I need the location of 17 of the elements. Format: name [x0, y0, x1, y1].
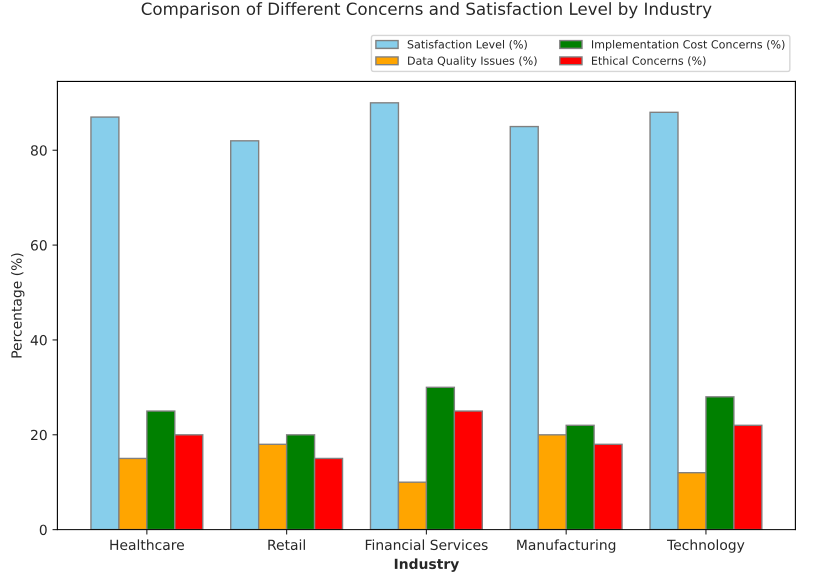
chart-title: Comparison of Different Concerns and Satisfaction Level by Industry — [142, 2, 712, 18]
x-tick-label: Retail — [268, 539, 305, 550]
legend-label: Implementation Cost Concerns (%) — [592, 40, 784, 51]
legend-label: Satisfaction Level (%) — [408, 40, 527, 50]
y-axis-title: Percentage (%) — [11, 253, 24, 358]
x-axis-title: Industry — [394, 558, 459, 572]
legend-label: Data Quality Issues (%) — [408, 56, 537, 67]
x-tick-label: Technology — [667, 539, 744, 553]
y-tick-label: 80 — [30, 145, 47, 156]
legend-label: Ethical Concerns (%) — [592, 56, 706, 66]
y-tick-label: 0 — [40, 524, 47, 536]
x-tick-label: Financial Services — [366, 539, 488, 550]
y-tick-label: 60 — [30, 240, 47, 251]
y-tick-label: 40 — [30, 334, 47, 346]
y-tick-label: 20 — [31, 430, 47, 440]
x-tick-label: Healthcare — [110, 539, 184, 550]
x-tick-label: Manufacturing — [517, 539, 616, 553]
